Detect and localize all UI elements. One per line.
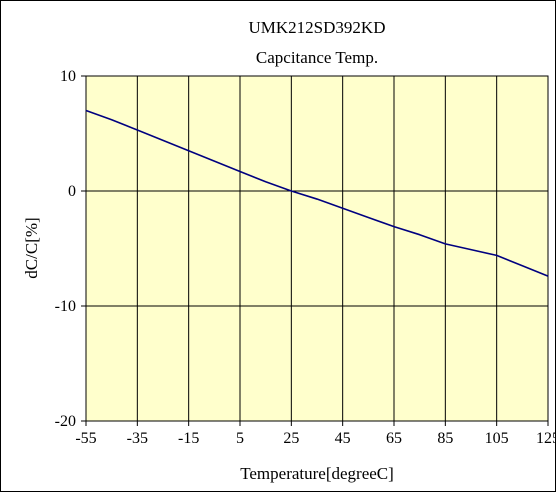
y-tick-label: -20 (55, 413, 76, 430)
plot-area (85, 75, 549, 422)
x-tick-label: 85 (437, 430, 453, 447)
series-line (85, 109, 549, 277)
x-tick-label: 105 (485, 430, 509, 447)
y-tick-label: 0 (68, 183, 76, 200)
x-tick-label: -15 (178, 430, 199, 447)
chart-title: UMK212SD392KD (249, 18, 386, 37)
x-tick-label: 5 (236, 430, 244, 447)
x-tick-label: -35 (127, 430, 148, 447)
chart-subtitle: Capcitance Temp. (256, 48, 378, 67)
y-tick-label: -10 (55, 298, 76, 315)
x-tick-label: 65 (386, 430, 402, 447)
y-tick-label: 10 (60, 68, 76, 85)
x-axis-label: Temperature[degreeC] (240, 464, 394, 483)
x-tick-label: 45 (335, 430, 351, 447)
x-tick-label: 25 (283, 430, 299, 447)
y-axis-label: dC/C[%] (22, 217, 41, 278)
x-tick-label: 125 (536, 430, 556, 447)
x-tick-label: -55 (75, 430, 96, 447)
